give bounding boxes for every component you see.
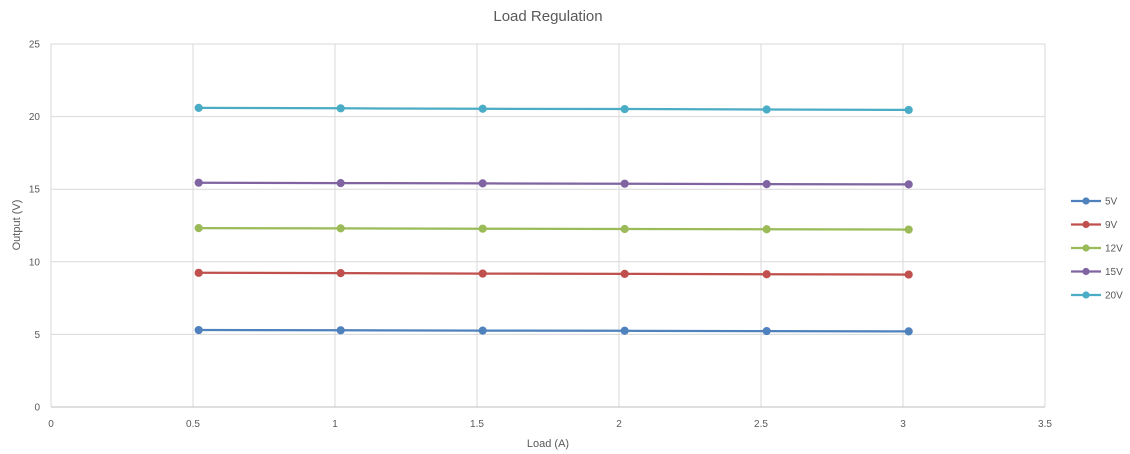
x-tick-label: 3 — [900, 419, 906, 430]
legend-marker — [1082, 267, 1090, 276]
data-point — [336, 179, 345, 188]
series-line — [198, 106, 909, 112]
data-point — [620, 179, 629, 188]
y-tick-label: 5 — [34, 330, 40, 341]
legend-label: 15V — [1105, 267, 1123, 278]
x-tick-label: 2 — [616, 419, 622, 430]
x-tick-label: 2.5 — [754, 419, 768, 430]
data-point — [620, 269, 629, 278]
x-tick-label: 0.5 — [186, 419, 200, 430]
axes: 0 5 10 15 20 25 0 0.5 1 1.5 2 2.5 3 3.5 — [29, 40, 1053, 431]
data-point — [194, 103, 203, 112]
data-point — [478, 326, 487, 335]
series-9V — [194, 268, 913, 279]
data-point — [904, 225, 913, 234]
series-line — [198, 271, 909, 276]
data-point — [478, 269, 487, 278]
data-point — [478, 179, 487, 188]
data-point — [194, 178, 203, 187]
legend-marker — [1082, 197, 1090, 205]
data-point — [478, 104, 487, 113]
y-tick-label: 10 — [29, 257, 41, 268]
x-axis-title: Load (A) — [527, 438, 569, 450]
legend-label: 20V — [1105, 291, 1123, 302]
grid — [51, 43, 1046, 407]
data-point — [620, 224, 629, 234]
legend-label: 12V — [1105, 244, 1123, 255]
x-tick-label: 1 — [332, 419, 338, 430]
x-tick-label: 1.5 — [470, 419, 484, 430]
series-15V — [194, 178, 913, 189]
chart-title: Load Regulation — [493, 8, 602, 25]
series-5V — [194, 325, 913, 336]
legend-item: 9V — [1071, 220, 1118, 231]
series-20V — [194, 103, 913, 115]
y-axis-title: Output (V) — [11, 200, 23, 251]
legend-item: 5V — [1071, 197, 1118, 208]
series-line — [198, 328, 909, 333]
legend: 5V 9V 12V 15V 20V — [1071, 197, 1123, 302]
data-point — [336, 326, 345, 335]
data-point — [478, 224, 487, 233]
data-point — [904, 180, 913, 189]
data-point — [194, 268, 203, 277]
data-point — [620, 326, 629, 335]
data-point — [336, 224, 345, 233]
data-point — [762, 270, 771, 279]
legend-item: 20V — [1071, 291, 1123, 302]
data-point — [194, 325, 203, 335]
y-tick-label: 25 — [29, 40, 41, 51]
x-tick-label: 3.5 — [1038, 419, 1052, 430]
legend-item: 12V — [1071, 244, 1123, 255]
data-point — [762, 326, 771, 336]
data-point — [336, 269, 345, 278]
data-point — [762, 180, 771, 189]
data-point — [620, 104, 629, 114]
series-line — [198, 181, 909, 186]
data-point — [904, 327, 913, 336]
legend-label: 9V — [1105, 220, 1118, 231]
series-12V — [194, 224, 913, 234]
series-group — [194, 103, 913, 336]
data-point — [336, 104, 345, 113]
y-tick-label: 15 — [29, 185, 41, 196]
data-point — [762, 105, 771, 114]
data-point — [762, 225, 771, 234]
legend-marker — [1082, 244, 1090, 252]
y-tick-label: 20 — [29, 112, 41, 123]
data-point — [904, 270, 913, 279]
y-tick-label: 0 — [34, 403, 40, 414]
data-point — [904, 105, 913, 115]
legend-marker — [1082, 220, 1090, 229]
series-line — [198, 226, 909, 231]
data-point — [194, 224, 203, 233]
legend-marker — [1082, 291, 1090, 299]
x-tick-label: 0 — [48, 419, 54, 430]
legend-label: 5V — [1105, 197, 1118, 208]
legend-item: 15V — [1071, 267, 1123, 278]
